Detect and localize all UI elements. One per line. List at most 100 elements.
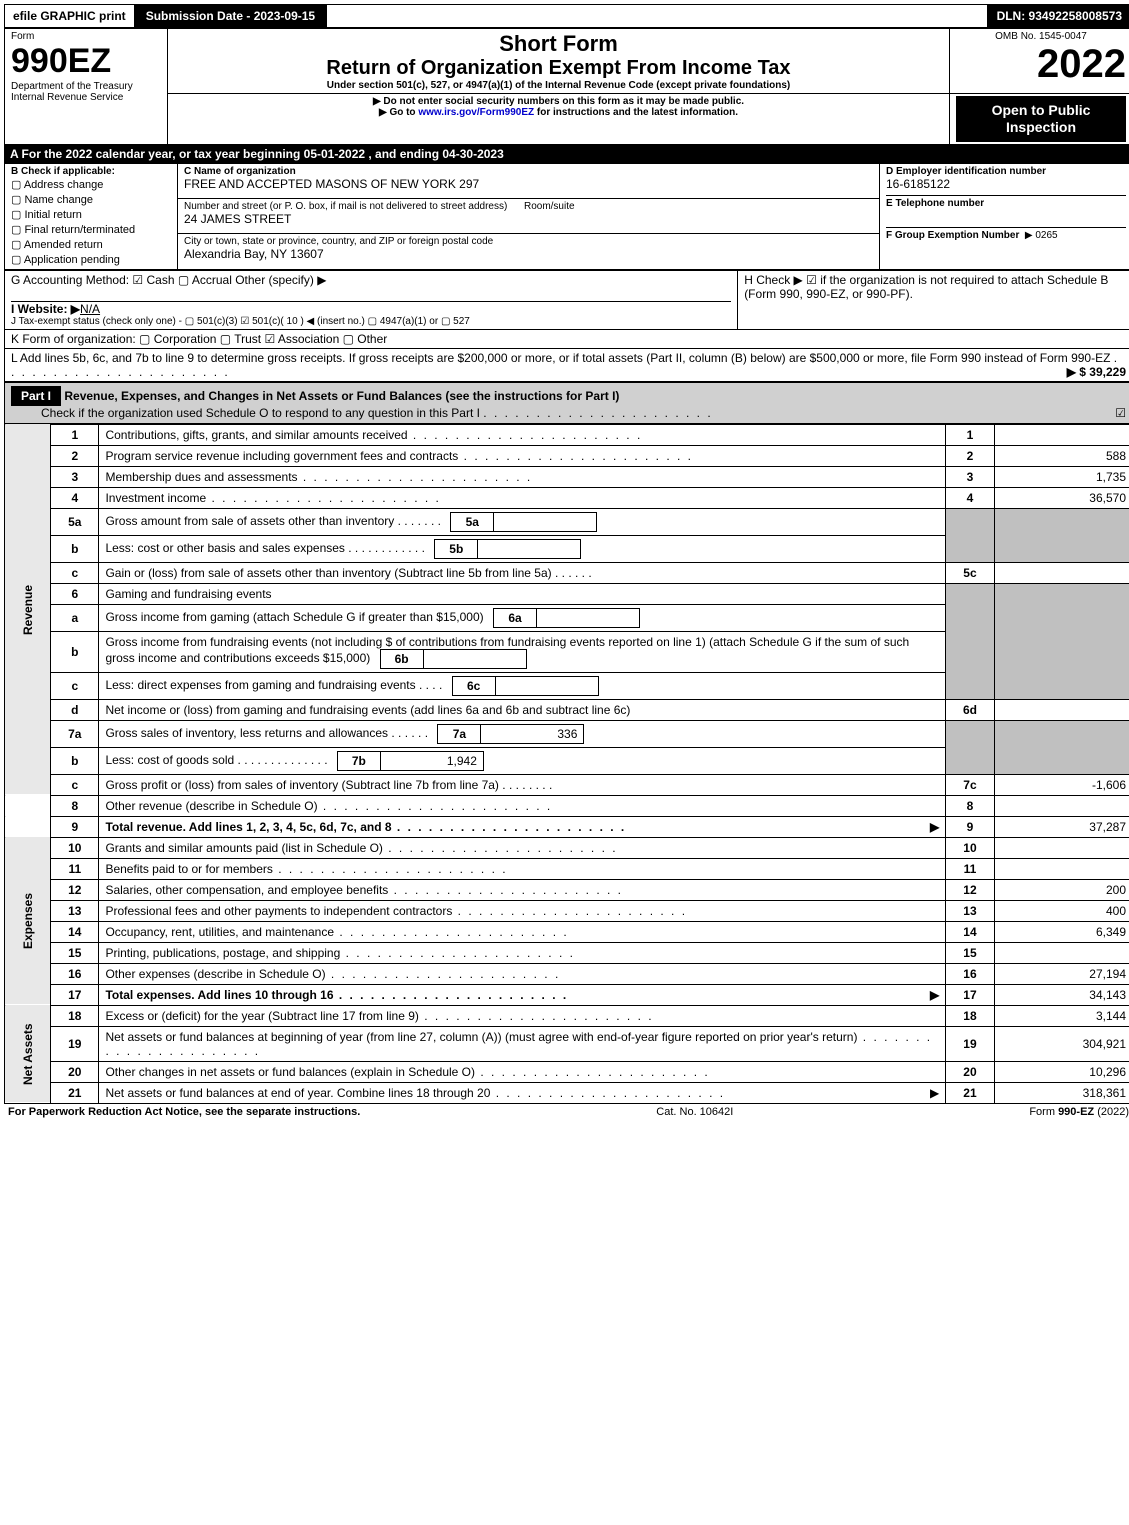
line-13-value: 400 <box>994 900 1129 921</box>
netassets-vert-label: Net Assets <box>5 1005 51 1103</box>
line-8-value <box>994 795 1129 816</box>
expenses-vert-label: Expenses <box>5 837 51 1005</box>
line-21-label: Net assets or fund balances at end of ye… <box>99 1082 946 1103</box>
part-i-header: Part I Revenue, Expenses, and Changes in… <box>4 382 1129 424</box>
section-a-period: A For the 2022 calendar year, or tax yea… <box>4 145 1129 163</box>
header-bullet-2: ▶ Go to www.irs.gov/Form990EZ for instru… <box>174 107 943 118</box>
line-15-value <box>994 942 1129 963</box>
group-exemption-value: ▶ 0265 <box>1025 230 1058 241</box>
street-label: Number and street (or P. O. box, if mail… <box>184 201 873 212</box>
line-j: J Tax-exempt status (check only one) - ▢… <box>11 316 731 327</box>
lines-table: Revenue 1 Contributions, gifts, grants, … <box>4 424 1129 1104</box>
dept-label: Department of the Treasury Internal Reve… <box>11 81 161 103</box>
line-2-value: 588 <box>994 445 1129 466</box>
line-k: K Form of organization: ▢ Corporation ▢ … <box>5 329 1129 348</box>
line-g: G Accounting Method: ☑ Cash ▢ Accrual Ot… <box>11 273 731 302</box>
line-4-label: Investment income <box>99 487 946 508</box>
ghijkl-block: G Accounting Method: ☑ Cash ▢ Accrual Ot… <box>4 270 1129 382</box>
line-15-label: Printing, publications, postage, and shi… <box>99 942 946 963</box>
city-label: City or town, state or province, country… <box>184 236 873 247</box>
check-amended-return[interactable]: Amended return <box>11 237 171 252</box>
e-tel-label: E Telephone number <box>886 195 1126 209</box>
line-11-value <box>994 858 1129 879</box>
part-i-label: Part I <box>11 386 61 406</box>
line-17-value: 34,143 <box>994 984 1129 1005</box>
line-7a-label: Gross sales of inventory, less returns a… <box>99 720 946 747</box>
header-bullet-1: ▶ Do not enter social security numbers o… <box>174 96 943 107</box>
check-address-change[interactable]: Address change <box>11 177 171 192</box>
line-4-value: 36,570 <box>994 487 1129 508</box>
submission-date: Submission Date - 2023-09-15 <box>136 5 327 27</box>
form-header: Form 990EZ Department of the Treasury In… <box>4 28 1129 145</box>
part-i-checkbox[interactable]: ☑ <box>1115 406 1126 420</box>
line-9-value: 37,287 <box>994 816 1129 837</box>
line-18-value: 3,144 <box>994 1005 1129 1026</box>
line-16-value: 27,194 <box>994 963 1129 984</box>
short-form-title: Short Form <box>174 31 943 57</box>
line-21-value: 318,361 <box>994 1082 1129 1103</box>
line-3-label: Membership dues and assessments <box>99 466 946 487</box>
check-final-return[interactable]: Final return/terminated <box>11 222 171 237</box>
line-5b-label: Less: cost or other basis and sales expe… <box>99 535 946 562</box>
line-8-label: Other revenue (describe in Schedule O) <box>99 795 946 816</box>
revenue-vert-label: Revenue <box>5 424 51 795</box>
line-6a-label: Gross income from gaming (attach Schedul… <box>99 604 946 631</box>
irs-link[interactable]: www.irs.gov/Form990EZ <box>418 107 534 118</box>
footer-left: For Paperwork Reduction Act Notice, see … <box>8 1106 360 1118</box>
d-ein-label: D Employer identification number <box>886 166 1126 177</box>
page-footer: For Paperwork Reduction Act Notice, see … <box>4 1104 1129 1120</box>
ein-value: 16-6185122 <box>886 177 1126 191</box>
line-20-label: Other changes in net assets or fund bala… <box>99 1061 946 1082</box>
line-7c-value: -1,606 <box>994 774 1129 795</box>
check-application-pending[interactable]: Application pending <box>11 252 171 267</box>
line-19-value: 304,921 <box>994 1026 1129 1061</box>
form-number: 990EZ <box>11 42 161 81</box>
line-10-label: Grants and similar amounts paid (list in… <box>99 837 946 858</box>
omb-number: OMB No. 1545-0047 <box>956 31 1126 42</box>
efile-print-label[interactable]: efile GRAPHIC print <box>5 5 136 27</box>
top-bar: efile GRAPHIC print Submission Date - 20… <box>4 4 1129 28</box>
line-1-value <box>994 424 1129 445</box>
line-19-label: Net assets or fund balances at beginning… <box>99 1026 946 1061</box>
line-12-label: Salaries, other compensation, and employ… <box>99 879 946 900</box>
line-17-label: Total expenses. Add lines 10 through 16 … <box>99 984 946 1005</box>
footer-mid: Cat. No. 10642I <box>656 1106 733 1118</box>
line-h: H Check ▶ ☑ if the organization is not r… <box>744 273 1126 301</box>
line-20-value: 10,296 <box>994 1061 1129 1082</box>
city-value: Alexandria Bay, NY 13607 <box>184 247 873 261</box>
line-7b-label: Less: cost of goods sold . . . . . . . .… <box>99 747 946 774</box>
f-group-label: F Group Exemption Number ▶ 0265 <box>886 227 1126 241</box>
line-6c-label: Less: direct expenses from gaming and fu… <box>99 672 946 699</box>
line-i: I Website: ▶N/A <box>11 302 731 316</box>
footer-right: Form 990-EZ (2022) <box>1029 1106 1129 1118</box>
line-1-label: Contributions, gifts, grants, and simila… <box>99 424 946 445</box>
part-i-check-text: Check if the organization used Schedule … <box>41 406 480 420</box>
website-value: N/A <box>80 302 100 316</box>
check-initial-return[interactable]: Initial return <box>11 207 171 222</box>
part-i-title: Revenue, Expenses, and Changes in Net As… <box>64 389 619 403</box>
line-7c-label: Gross profit or (loss) from sales of inv… <box>99 774 946 795</box>
line-14-value: 6,349 <box>994 921 1129 942</box>
line-l: L Add lines 5b, 6c, and 7b to line 9 to … <box>5 348 1129 381</box>
line-10-value <box>994 837 1129 858</box>
line-16-label: Other expenses (describe in Schedule O) <box>99 963 946 984</box>
line-5c-value <box>994 562 1129 583</box>
line-5a-label: Gross amount from sale of assets other t… <box>99 508 946 535</box>
street-value: 24 JAMES STREET <box>184 212 873 226</box>
header-subtitle: Under section 501(c), 527, or 4947(a)(1)… <box>174 80 943 91</box>
org-name: FREE AND ACCEPTED MASONS OF NEW YORK 297 <box>184 177 873 191</box>
check-b-title: B Check if applicable: <box>11 166 171 177</box>
c-name-label: C Name of organization <box>184 166 873 177</box>
org-info-block: B Check if applicable: Address change Na… <box>4 163 1129 270</box>
line-3-value: 1,735 <box>994 466 1129 487</box>
line-6-label: Gaming and fundraising events <box>99 583 946 604</box>
line-5c-label: Gain or (loss) from sale of assets other… <box>99 562 946 583</box>
line-9-label: Total revenue. Add lines 1, 2, 3, 4, 5c,… <box>99 816 946 837</box>
form-label: Form <box>11 31 161 42</box>
tax-year: 2022 <box>956 42 1126 87</box>
line-11-label: Benefits paid to or for members <box>99 858 946 879</box>
return-title: Return of Organization Exempt From Incom… <box>174 57 943 80</box>
line-14-label: Occupancy, rent, utilities, and maintena… <box>99 921 946 942</box>
check-name-change[interactable]: Name change <box>11 192 171 207</box>
line-6d-value <box>994 699 1129 720</box>
